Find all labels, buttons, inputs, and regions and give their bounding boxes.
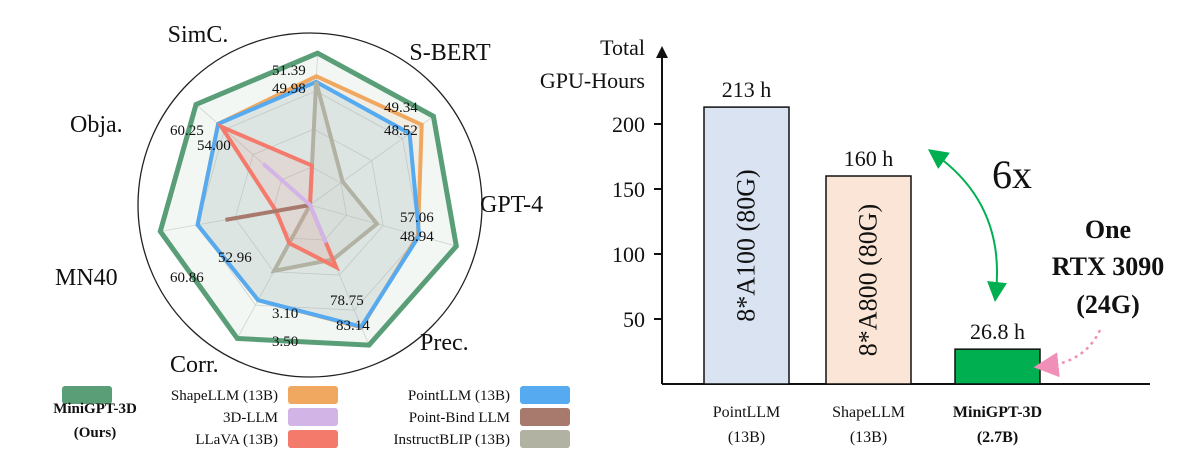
radar-value-label-5: 48.94 xyxy=(400,229,434,245)
legend-swatch-2 xyxy=(520,386,570,404)
radar-axis-label-4: Corr. xyxy=(170,352,219,378)
radar-value-label-8: 3.10 xyxy=(272,306,298,322)
radar-value-label-13: 60.25 xyxy=(170,123,204,139)
radar-axis-label-1: S-BERT xyxy=(409,40,491,66)
radar-value-label-11: 60.86 xyxy=(170,270,204,286)
gpu-annotation-line-1: RTX 3090 xyxy=(1052,252,1164,281)
bar-category-0-line1: PointLLM xyxy=(713,404,781,421)
radar-chart: SimC. S-BERT GPT-4 Prec. Corr. MN40 Obja. 51.39… xyxy=(53,22,570,448)
radar-value-label-9: 3.50 xyxy=(272,334,298,350)
radar-grid-ring-0 xyxy=(272,166,348,241)
radar-spoke-2 xyxy=(309,204,457,247)
radar-value-label-10: 52.96 xyxy=(218,250,252,266)
radar-value-label-2: 49.34 xyxy=(384,100,418,116)
radar-axis-label-0: SimC. xyxy=(168,22,229,48)
radar-legend: MiniGPT-3D (Ours) ShapeLLM (13B) 3D-LLM LLaV… xyxy=(53,386,570,448)
radar-axis-label-3: Prec. xyxy=(420,330,469,356)
legend-label-0-0: MiniGPT-3D xyxy=(53,401,137,417)
gpu-annotation-arrow xyxy=(1033,329,1102,378)
radar-value-label-6: 78.75 xyxy=(330,293,364,309)
bar-category-2-line1: MiniGPT-3D xyxy=(953,404,1042,421)
bar-ytick-label-1: 100 xyxy=(612,242,645,267)
bar-value-label-0: 213 h xyxy=(722,77,772,102)
bar-category-0-line2: (13B) xyxy=(728,429,765,446)
bar-category-2-line2: (2.7B) xyxy=(977,429,1018,446)
bar-inner-text-1: 8*A800 (80G) xyxy=(854,204,883,356)
legend-swatch-0 xyxy=(62,386,112,404)
bar-value-label-1: 160 h xyxy=(844,146,894,171)
bar-ylabel-line2: GPU-Hours xyxy=(540,68,645,93)
radar-value-label-7: 83.14 xyxy=(336,318,370,334)
radar-grid-ring-2 xyxy=(197,90,421,311)
gpu-annotation-line-2: (24G) xyxy=(1076,290,1140,319)
legend-swatch-4 xyxy=(520,408,570,426)
ratio-label: 6x xyxy=(992,152,1032,197)
radar-axis-label-2: GPT-4 xyxy=(480,192,543,218)
bar-ylabel-line1: Total xyxy=(600,35,645,60)
bar-ytick-label-2: 150 xyxy=(612,177,645,202)
legend-label-6-0: InstructBLIP (13B) xyxy=(393,432,510,448)
radar-value-label-3: 48.52 xyxy=(384,123,418,139)
bar-ytick-label-3: 200 xyxy=(612,112,645,137)
bar-1 xyxy=(825,175,912,385)
radar-series-3 xyxy=(261,162,328,244)
radar-value-label-12: 54.00 xyxy=(197,138,231,154)
legend-label-3-0: 3D-LLM xyxy=(223,410,278,426)
bar-chart: Total GPU-Hours 50 100 150 200 213 h 8*A100 (80… xyxy=(540,35,1164,446)
radar-outer-circle xyxy=(137,32,483,378)
legend-swatch-5 xyxy=(288,430,338,448)
legend-label-2-0: PointLLM (13B) xyxy=(408,388,510,404)
gpu-annotation-line-0: One xyxy=(1085,215,1131,244)
ratio-arrow xyxy=(927,149,1007,302)
radar-axis-label-6: Obja. xyxy=(70,112,123,138)
radar-value-label-4: 57.06 xyxy=(400,210,434,226)
bar-0 xyxy=(703,106,790,385)
legend-swatch-1 xyxy=(288,386,338,404)
bar-2 xyxy=(954,348,1041,385)
radar-value-label-1: 49.98 xyxy=(272,81,306,97)
radar-value-label-0: 51.39 xyxy=(272,63,306,79)
radar-grid-ring-1 xyxy=(234,128,384,276)
legend-label-1-0: ShapeLLM (13B) xyxy=(171,388,278,404)
legend-label-5-0: LLaVA (13B) xyxy=(195,432,278,448)
radar-axis-label-5: MN40 xyxy=(55,265,118,291)
legend-label-4-0: Point-Bind LLM xyxy=(409,410,510,426)
bar-inner-text-0: 8*A100 (80G) xyxy=(732,169,761,321)
legend-swatch-6 xyxy=(520,430,570,448)
legend-label-0-1: (Ours) xyxy=(74,425,117,441)
radar-series-4 xyxy=(225,203,311,222)
bar-category-1-line1: ShapeLLM xyxy=(832,404,905,421)
bar-value-label-2: 26.8 h xyxy=(970,319,1025,344)
bar-ytick-label-0: 50 xyxy=(623,307,645,332)
bar-y-axis-arrow xyxy=(656,46,668,58)
bar-category-1-line2: (13B) xyxy=(850,429,887,446)
legend-swatch-3 xyxy=(288,408,338,426)
radar-spoke-1 xyxy=(309,115,434,206)
